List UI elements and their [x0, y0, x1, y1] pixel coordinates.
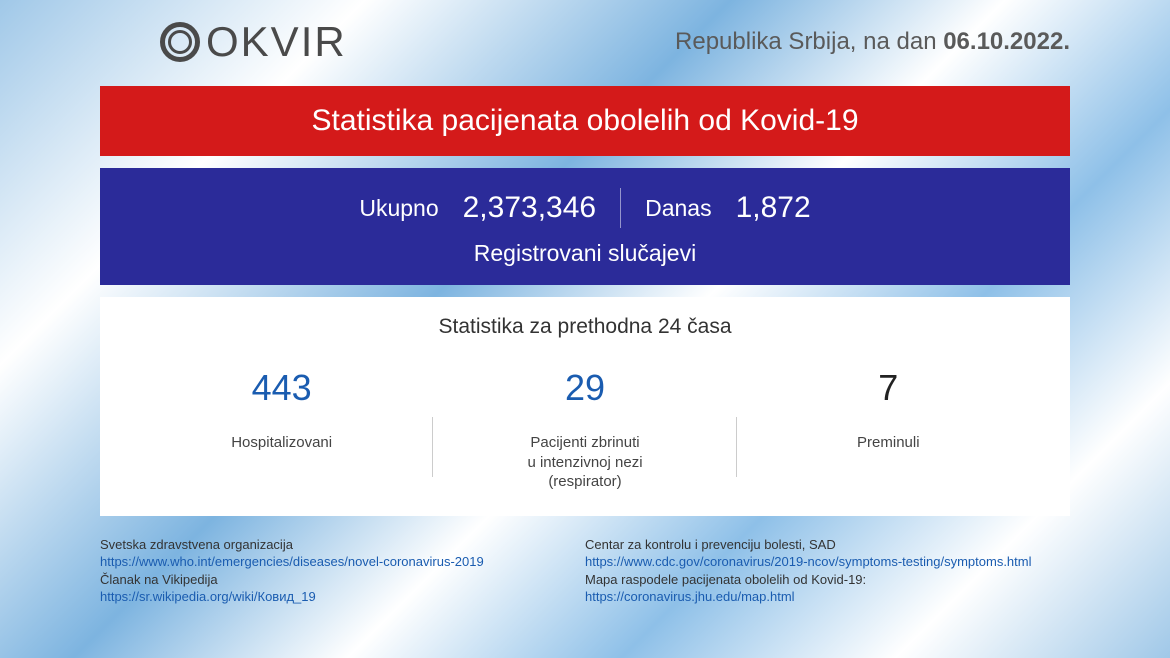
- brand-name: OKVIR: [206, 18, 347, 66]
- stats-title: Statistika za prethodna 24 časa: [130, 315, 1040, 339]
- footer-link-wiki[interactable]: https://sr.wikipedia.org/wiki/Ковид_19: [100, 589, 316, 604]
- today-value: 1,872: [736, 191, 811, 225]
- stat-col-icu: 29 Pacijenti zbrinutiu intenzivnoj nezi(…: [433, 367, 736, 492]
- stat-col-hospitalized: 443 Hospitalizovani: [130, 367, 433, 453]
- stats-panel: Statistika za prethodna 24 časa 443 Hosp…: [100, 297, 1070, 516]
- vertical-divider: [620, 188, 621, 228]
- totals-subtitle: Registrovani slučajevi: [130, 240, 1040, 267]
- totals-banner: Ukupno 2,373,346 Danas 1,872 Registrovan…: [100, 168, 1070, 285]
- total-value: 2,373,346: [463, 191, 596, 225]
- stat-label: Pacijenti zbrinutiu intenzivnoj nezi(res…: [527, 433, 642, 492]
- footer-link-jhu[interactable]: https://coronavirus.jhu.edu/map.html: [585, 589, 795, 604]
- footer-link-who[interactable]: https://www.who.int/emergencies/diseases…: [100, 554, 484, 569]
- title-text: Statistika pacijenata obolelih od Kovid-…: [311, 104, 858, 137]
- title-banner: Statistika pacijenata obolelih od Kovid-…: [100, 86, 1070, 156]
- date-prefix: Republika Srbija, na dan: [675, 28, 943, 55]
- header: OKVIR Republika Srbija, na dan 06.10.202…: [0, 0, 1170, 76]
- footer-label: Svetska zdravstvena organizacija: [100, 536, 585, 554]
- footer-link-cdc[interactable]: https://www.cdc.gov/coronavirus/2019-nco…: [585, 554, 1032, 569]
- stat-label: Hospitalizovani: [231, 433, 332, 453]
- date-line: Republika Srbija, na dan 06.10.2022.: [675, 28, 1070, 56]
- footer-label: Mapa raspodele pacijenata obolelih od Ko…: [585, 571, 1070, 589]
- total-label: Ukupno: [359, 195, 438, 222]
- stat-value: 443: [252, 367, 312, 409]
- logo: OKVIR: [160, 18, 347, 66]
- date-value: 06.10.2022.: [943, 28, 1070, 55]
- footer: Svetska zdravstvena organizacija https:/…: [0, 528, 1170, 606]
- stat-value: 29: [565, 367, 605, 409]
- today-label: Danas: [645, 195, 711, 222]
- stats-row: 443 Hospitalizovani 29 Pacijenti zbrinut…: [130, 367, 1040, 492]
- footer-left: Svetska zdravstvena organizacija https:/…: [100, 536, 585, 606]
- totals-row: Ukupno 2,373,346 Danas 1,872: [130, 188, 1040, 228]
- footer-label: Članak na Vikipedija: [100, 571, 585, 589]
- stat-label: Preminuli: [857, 433, 920, 453]
- stat-value: 7: [878, 367, 898, 409]
- footer-label: Centar za kontrolu i prevenciju bolesti,…: [585, 536, 1070, 554]
- logo-circle-icon: [160, 22, 200, 62]
- stat-col-deceased: 7 Preminuli: [737, 367, 1040, 453]
- footer-right: Centar za kontrolu i prevenciju bolesti,…: [585, 536, 1070, 606]
